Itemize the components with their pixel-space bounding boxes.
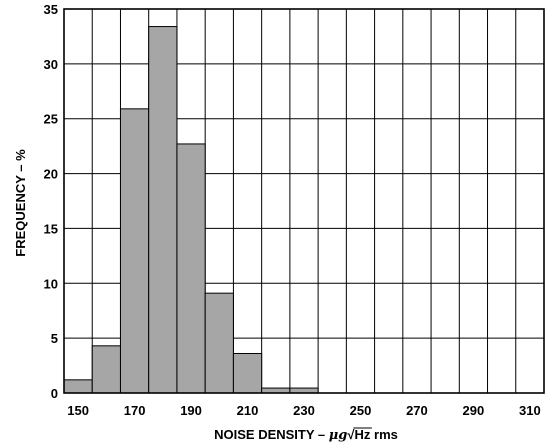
histogram-bar [119, 108, 150, 394]
y-tick-label: 5 [51, 331, 58, 346]
histogram-bar [148, 26, 178, 394]
y-tick-label: 15 [44, 221, 58, 236]
y-tick-label: 25 [44, 112, 58, 127]
plot-frame [63, 8, 545, 394]
x-tick-label: 170 [124, 403, 146, 418]
x-tick-label: 150 [67, 403, 89, 418]
y-tick-labels: 0 5 10 15 20 25 30 35 [44, 2, 58, 401]
x-tick-labels: 150 170 190 210 230 250 270 290 310 [67, 403, 540, 418]
x-tick-label: 210 [237, 403, 259, 418]
x-tick-label: 310 [519, 403, 541, 418]
y-tick-label: 20 [44, 167, 58, 182]
y-tick-label: 10 [44, 276, 58, 291]
x-axis-label: NOISE DENSITY – μg√Hz rms [214, 427, 398, 443]
x-tick-label: 250 [350, 403, 372, 418]
y-tick-label: 0 [51, 386, 58, 401]
y-tick-label: 35 [44, 2, 58, 17]
y-tick-label: 30 [44, 57, 58, 72]
histogram-bar [204, 292, 234, 394]
x-tick-label: 290 [463, 403, 485, 418]
x-tick-label: 230 [293, 403, 315, 418]
histogram-bar [176, 143, 206, 394]
x-tick-label: 190 [180, 403, 202, 418]
histogram-bar [63, 379, 93, 394]
histogram-bar [91, 345, 121, 394]
histogram-bar [232, 353, 263, 394]
grid [64, 9, 544, 393]
y-axis-label: FREQUENCY – % [13, 149, 28, 257]
x-tick-label: 270 [406, 403, 428, 418]
